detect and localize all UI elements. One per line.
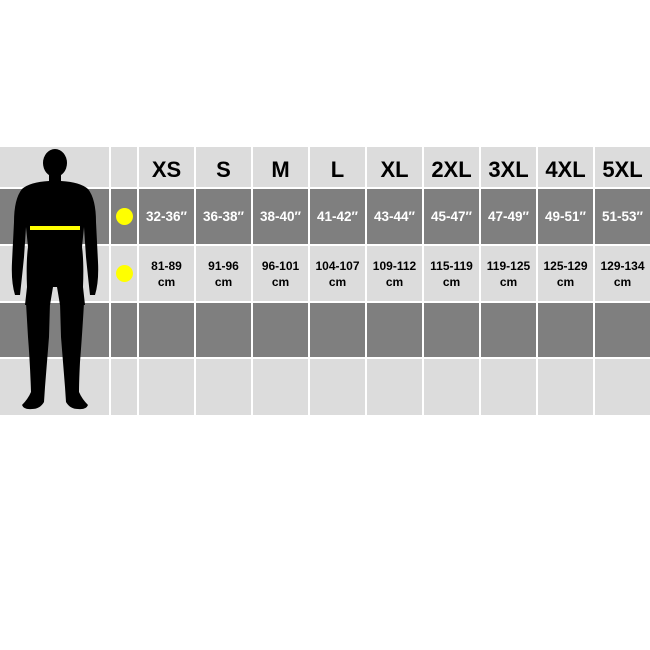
yellow-dot-icon (115, 265, 133, 282)
cm-unit: cm (271, 274, 290, 289)
empty-cell (595, 303, 650, 357)
chest-cm-value: 81-89 cm (139, 246, 194, 301)
marker-cell (111, 303, 137, 357)
cm-unit: cm (499, 274, 518, 289)
size-chart-table: XS S M L XL 2XL 3XL 4XL 5XL 32-36″ 36-38″ 38-40″ 41-… (0, 147, 650, 415)
cm-range: 125-129 (543, 258, 588, 273)
marker-cell (111, 189, 137, 244)
size-header: 5XL (595, 147, 650, 187)
empty-cell (253, 359, 308, 415)
empty-cell (538, 303, 593, 357)
empty-cell (196, 303, 251, 357)
chest-inches-value: 49-51″ (538, 189, 593, 244)
cm-range: 91-96 (208, 258, 239, 273)
chest-measure-line-icon (30, 226, 80, 230)
cm-range: 104-107 (315, 258, 360, 273)
chest-inches-value: 45-47″ (424, 189, 479, 244)
cm-range: 96-101 (261, 258, 300, 273)
chest-cm-value: 91-96 cm (196, 246, 251, 301)
figure-cell (0, 303, 109, 357)
empty-cell (310, 359, 365, 415)
empty-cell (481, 359, 536, 415)
chest-cm-value: 104-107 cm (310, 246, 365, 301)
size-header: S (196, 147, 251, 187)
cm-unit: cm (385, 274, 404, 289)
cm-range: 119-125 (486, 258, 531, 273)
empty-cell (139, 303, 194, 357)
cm-range: 109-112 (372, 258, 417, 273)
chest-cm-value: 115-119 cm (424, 246, 479, 301)
chest-inches-value: 36-38″ (196, 189, 251, 244)
empty-cell (595, 359, 650, 415)
chest-inches-value: 32-36″ (139, 189, 194, 244)
empty-cell (139, 359, 194, 415)
marker-cell (111, 359, 137, 415)
size-header: XS (139, 147, 194, 187)
chest-inches-value: 43-44″ (367, 189, 422, 244)
size-header: XL (367, 147, 422, 187)
size-header: M (253, 147, 308, 187)
cm-unit: cm (328, 274, 347, 289)
empty-cell (481, 303, 536, 357)
chest-inches-value: 47-49″ (481, 189, 536, 244)
size-header: 4XL (538, 147, 593, 187)
size-header: L (310, 147, 365, 187)
empty-cell (253, 303, 308, 357)
cm-range: 115-119 (430, 258, 473, 273)
empty-cell (538, 359, 593, 415)
cm-unit: cm (214, 274, 233, 289)
cm-unit: cm (613, 274, 632, 289)
empty-cell (367, 359, 422, 415)
empty-cell (367, 303, 422, 357)
empty-cell (310, 303, 365, 357)
marker-cell (111, 246, 137, 301)
chest-inches-value: 38-40″ (253, 189, 308, 244)
chest-cm-value: 119-125 cm (481, 246, 536, 301)
cm-unit: cm (157, 274, 176, 289)
chest-inches-value: 51-53″ (595, 189, 650, 244)
size-header: 2XL (424, 147, 479, 187)
empty-cell (196, 359, 251, 415)
marker-cell (111, 147, 137, 187)
cm-range: 129-134 (600, 258, 645, 273)
yellow-dot-icon (115, 208, 133, 225)
cm-range: 81-89 (151, 258, 182, 273)
figure-cell (0, 359, 109, 415)
chest-inches-value: 41-42″ (310, 189, 365, 244)
empty-cell (424, 359, 479, 415)
empty-cell (424, 303, 479, 357)
chest-cm-value: 109-112 cm (367, 246, 422, 301)
chest-cm-value: 96-101 cm (253, 246, 308, 301)
chest-cm-value: 129-134 cm (595, 246, 650, 301)
cm-unit: cm (442, 274, 461, 289)
cm-unit: cm (556, 274, 575, 289)
male-silhouette-icon (11, 149, 99, 410)
chest-cm-value: 125-129 cm (538, 246, 593, 301)
size-header: 3XL (481, 147, 536, 187)
